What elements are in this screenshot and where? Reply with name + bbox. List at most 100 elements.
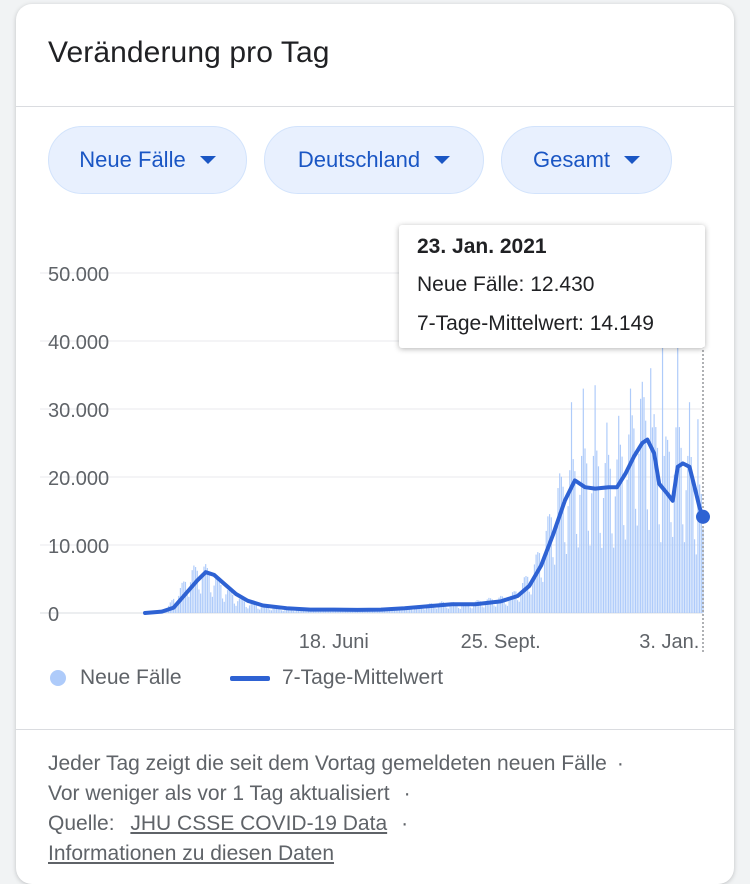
bar <box>517 600 518 613</box>
card-title: Veränderung pro Tag <box>48 36 330 70</box>
bar <box>610 469 611 613</box>
bar <box>471 608 472 613</box>
bar <box>650 368 651 613</box>
bar <box>687 456 688 613</box>
x-tick-label: 18. Juni <box>299 631 369 653</box>
bar <box>640 399 641 613</box>
bar <box>648 530 649 613</box>
bar <box>552 557 553 613</box>
y-tick-label: 50.000 <box>48 264 109 286</box>
bar <box>222 598 223 613</box>
region-dropdown[interactable]: Deutschland <box>264 126 484 194</box>
chevron-down-icon <box>200 156 216 164</box>
x-tick-label: 3. Jan. <box>639 631 699 653</box>
bar <box>225 594 226 613</box>
bar <box>667 440 668 613</box>
bar <box>527 577 528 613</box>
bar <box>229 589 230 613</box>
bar <box>536 555 537 613</box>
bar <box>616 459 617 613</box>
bar <box>512 592 513 613</box>
bar <box>470 608 471 614</box>
bar <box>686 490 687 613</box>
legend-line-label: 7-Tage-Mittelwert <box>282 666 443 690</box>
bar <box>389 611 390 613</box>
bar <box>537 552 538 613</box>
bar <box>251 604 252 613</box>
bar <box>684 542 685 613</box>
y-tick-label: 0 <box>48 604 59 626</box>
bar <box>399 610 400 613</box>
y-tick-label: 30.000 <box>48 400 109 422</box>
bar <box>630 389 631 613</box>
bar <box>541 578 542 613</box>
footer-info: Informationen zu diesen Daten <box>48 842 334 866</box>
chevron-down-icon <box>434 156 450 164</box>
bar <box>257 609 258 613</box>
bar <box>613 548 614 613</box>
bar <box>424 609 425 613</box>
footer-separator: · <box>401 812 408 835</box>
bar <box>645 421 646 613</box>
bar <box>638 454 639 613</box>
footer-separator: · <box>404 782 411 805</box>
bar <box>192 570 193 613</box>
bar <box>623 525 624 613</box>
bar <box>525 576 526 613</box>
bar <box>488 598 489 613</box>
bar <box>625 540 626 613</box>
footer-source: Quelle: JHU CSSE COVID-19 Data· <box>48 812 408 836</box>
bar <box>601 548 602 613</box>
bar <box>566 554 567 613</box>
bar <box>461 606 462 613</box>
bar <box>230 592 231 613</box>
footer-separator: · <box>617 752 624 775</box>
bar <box>305 611 306 613</box>
bar <box>682 524 683 613</box>
bar <box>669 452 670 613</box>
bar <box>620 445 621 613</box>
footer-line1: Jeder Tag zeigt die seit dem Vortag geme… <box>48 752 607 775</box>
bar-swatch-icon <box>50 670 66 686</box>
bar <box>554 565 555 613</box>
bar <box>660 542 661 613</box>
source-link[interactable]: JHU CSSE COVID-19 Data <box>130 812 387 835</box>
bar <box>559 473 560 613</box>
metric-dropdown[interactable]: Neue Fälle <box>48 126 247 194</box>
bar <box>188 597 189 613</box>
bar <box>193 566 194 613</box>
bar <box>242 600 243 613</box>
bar <box>547 516 548 613</box>
bar <box>294 611 295 613</box>
bar <box>606 423 607 613</box>
y-tick-label: 10.000 <box>48 536 109 558</box>
bar <box>187 595 188 613</box>
bar <box>342 611 343 613</box>
bar <box>306 612 307 613</box>
bar <box>579 495 580 613</box>
bar <box>589 546 590 613</box>
bar <box>483 607 484 613</box>
bar <box>200 594 201 613</box>
bar <box>210 592 211 613</box>
bar <box>539 553 540 613</box>
bar <box>681 448 682 613</box>
bar <box>197 571 198 613</box>
scope-dropdown[interactable]: Gesamt <box>501 126 672 194</box>
bar <box>273 608 274 613</box>
bar <box>215 579 216 613</box>
bar <box>689 402 690 613</box>
bar <box>694 539 695 613</box>
bar <box>551 517 552 613</box>
bar <box>665 436 666 613</box>
y-tick-label: 40.000 <box>48 332 109 354</box>
bar <box>662 341 663 613</box>
header-divider <box>16 106 734 107</box>
bar <box>581 456 582 613</box>
info-link[interactable]: Informationen zu diesen Daten <box>48 842 334 865</box>
bar <box>214 586 215 613</box>
bar <box>596 451 597 613</box>
tooltip-date: 23. Jan. 2021 <box>417 235 547 259</box>
chevron-down-icon <box>624 156 640 164</box>
bar <box>232 595 233 613</box>
